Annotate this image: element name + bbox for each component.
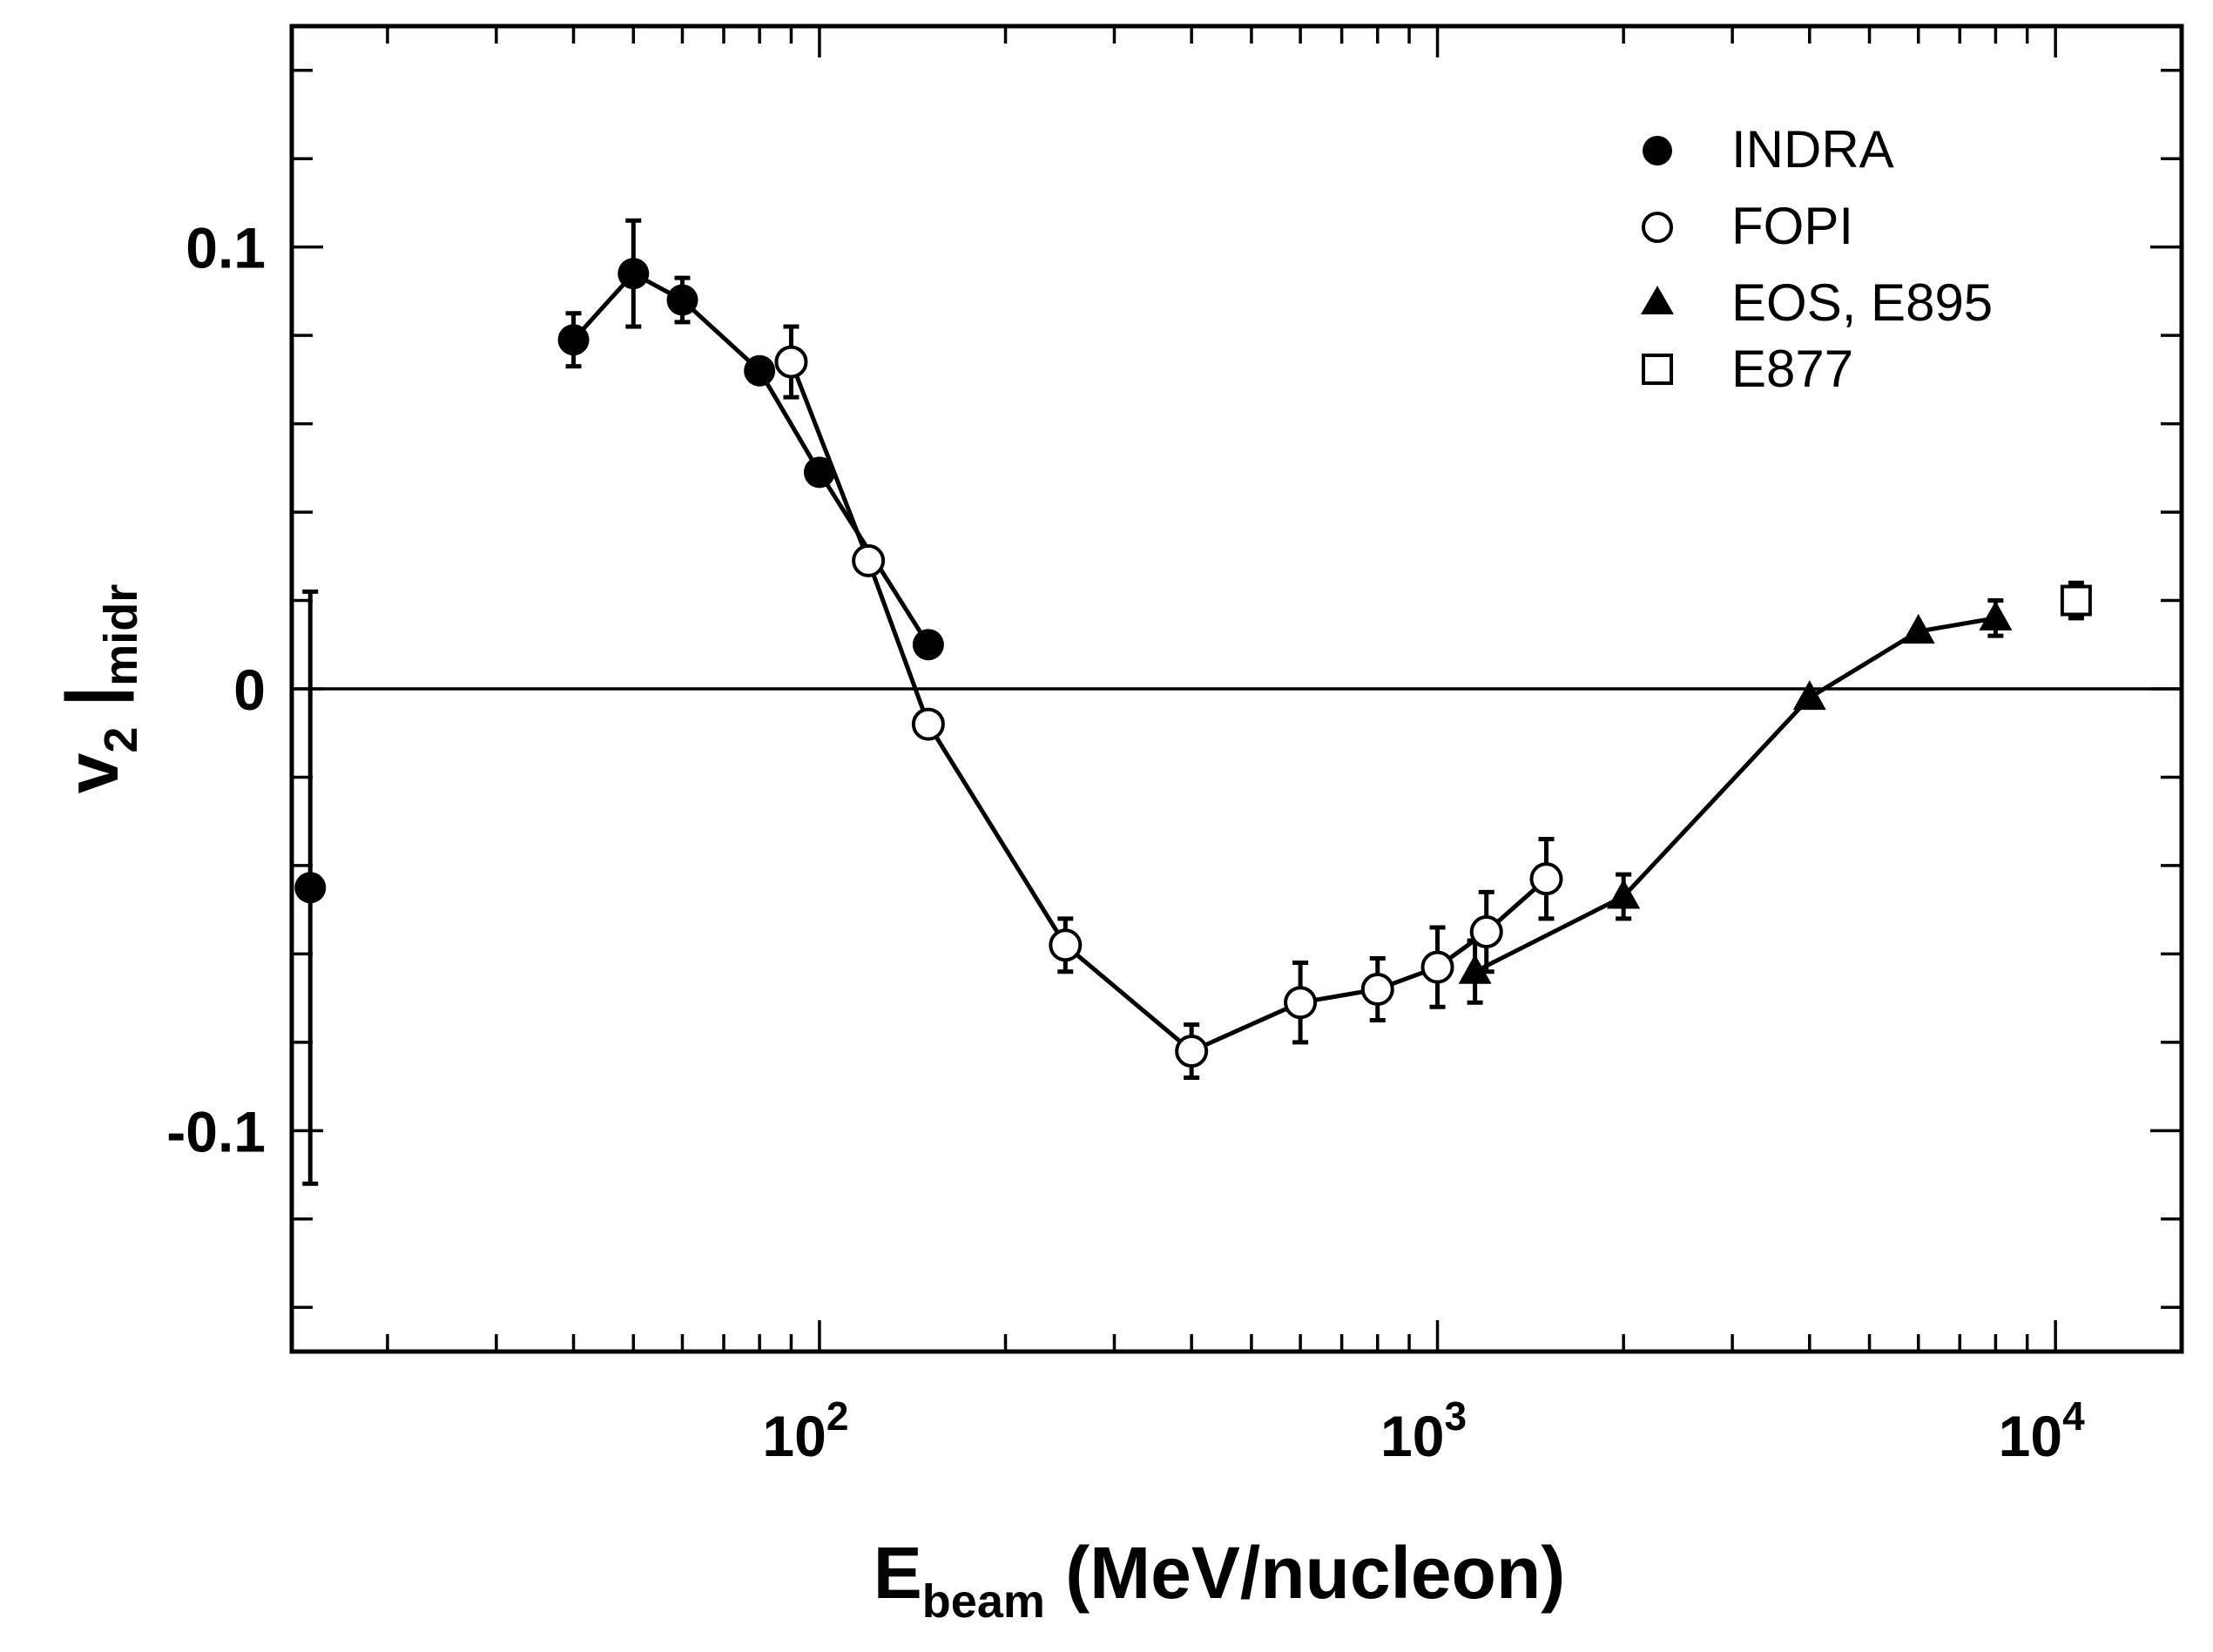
legend-marker-eos: [1641, 286, 1674, 314]
y-tick-labels: 0.1 0 -0.1: [166, 216, 266, 1164]
plot-frame: [289, 24, 2184, 1354]
fopi-point: [1420, 950, 1454, 984]
eos-point: [1792, 680, 1826, 711]
x-tick-label: 103: [1380, 1393, 1467, 1468]
legend-entry-e877: E877: [1642, 340, 1853, 398]
fopi-point: [1284, 986, 1318, 1020]
legend-entry-eos: EOS, E895: [1641, 273, 1993, 332]
x-tick-label: 104: [1999, 1393, 2085, 1468]
data-markers: [294, 258, 2092, 1069]
indra-point: [617, 258, 650, 290]
fopi-point: [774, 345, 808, 379]
eos-point: [1607, 879, 1641, 909]
fopi-point: [1529, 862, 1563, 896]
e877-point: [2060, 584, 2092, 617]
fopi-point: [1469, 915, 1503, 949]
eos-point: [1458, 954, 1492, 984]
eos-point: [1901, 614, 1935, 644]
fopi-point: [1360, 972, 1394, 1006]
fopi-point: [1175, 1035, 1209, 1069]
series-line-1: [789, 361, 1548, 1054]
indra-point: [666, 284, 698, 316]
indra-point: [744, 354, 776, 387]
indra-point: [557, 324, 590, 356]
legend-label-fopi: FOPI: [1731, 197, 1853, 255]
x-tick-label: 102: [762, 1393, 848, 1468]
y-tick-label: 0.1: [186, 216, 266, 280]
x-tick-labels: 102 103 104: [762, 1393, 2085, 1468]
indra-point: [294, 872, 327, 904]
legend: INDRA FOPI EOS, E895 E877: [1641, 120, 1993, 398]
eos-point: [1979, 600, 2013, 630]
legend-label-indra: INDRA: [1731, 120, 1894, 179]
fopi-point: [911, 707, 945, 741]
legend-label-e877: E877: [1731, 340, 1853, 398]
x-axis-title: Ebeam (MeV/nucleon): [874, 1532, 1565, 1628]
legend-marker-e877: [1642, 354, 1673, 385]
legend-marker-indra: [1643, 136, 1672, 165]
fopi-point: [1049, 928, 1083, 962]
axis-ticks: [292, 26, 2182, 1352]
indra-point: [803, 456, 835, 489]
fopi-point: [852, 543, 886, 577]
legend-label-eos: EOS, E895: [1731, 273, 1993, 332]
indra-point: [912, 629, 944, 661]
y-axis-title: v2 |midr: [51, 584, 147, 794]
y-tick-label: 0: [233, 657, 266, 722]
series-line-0: [571, 270, 931, 646]
legend-marker-fopi: [1642, 212, 1673, 243]
legend-entry-indra: INDRA: [1643, 120, 1894, 179]
y-tick-label: -0.1: [166, 1099, 266, 1163]
legend-entry-fopi: FOPI: [1642, 197, 1853, 255]
